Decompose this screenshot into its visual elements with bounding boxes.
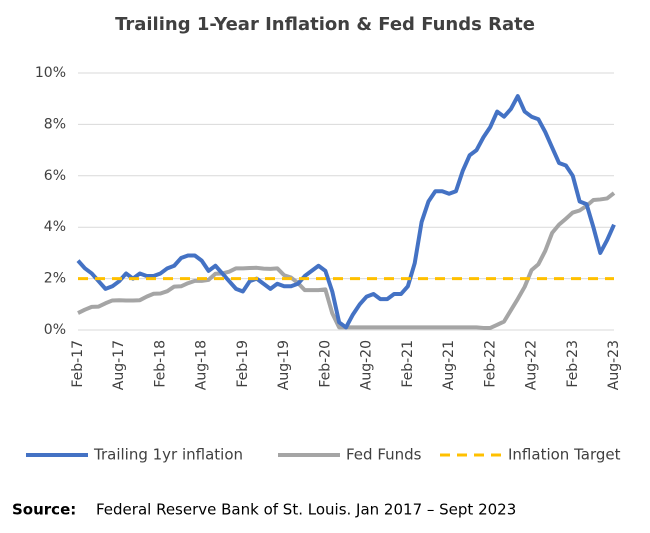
x-tick-label: Feb-19 — [235, 340, 251, 388]
x-tick-label: Aug-17 — [111, 340, 127, 390]
series-line — [77, 191, 616, 330]
x-tick-label: Feb-18 — [152, 340, 168, 388]
x-tick-label: Feb-20 — [317, 340, 333, 388]
x-tick-label: Aug-23 — [606, 340, 622, 390]
x-tick-label: Feb-17 — [70, 340, 86, 388]
y-tick-label: 10% — [35, 65, 66, 81]
y-tick-label: 6% — [44, 168, 66, 184]
x-tick-label: Feb-21 — [400, 340, 416, 388]
x-tick-label: Aug-20 — [359, 340, 375, 390]
y-tick-label: 2% — [44, 271, 66, 287]
x-tick-label: Feb-23 — [565, 340, 581, 388]
x-tick-label: Aug-22 — [524, 340, 540, 390]
source-text: Federal Reserve Bank of St. Louis. Jan 2… — [96, 501, 516, 519]
y-tick-label: 8% — [44, 116, 66, 132]
source-label: Source: — [12, 501, 76, 519]
legend-label: Trailing 1yr inflation — [93, 446, 243, 464]
y-tick-label: 0% — [44, 322, 66, 338]
x-tick-label: Aug-19 — [276, 340, 292, 390]
x-tick-label: Aug-18 — [194, 340, 210, 390]
legend-label: Fed Funds — [346, 446, 422, 464]
series-line — [76, 94, 616, 330]
chart-title: Trailing 1-Year Inflation & Fed Funds Ra… — [115, 14, 535, 35]
x-tick-label: Aug-21 — [441, 340, 457, 390]
y-tick-label: 4% — [44, 219, 66, 235]
legend-label: Inflation Target — [508, 446, 621, 464]
x-tick-label: Feb-22 — [482, 340, 498, 388]
